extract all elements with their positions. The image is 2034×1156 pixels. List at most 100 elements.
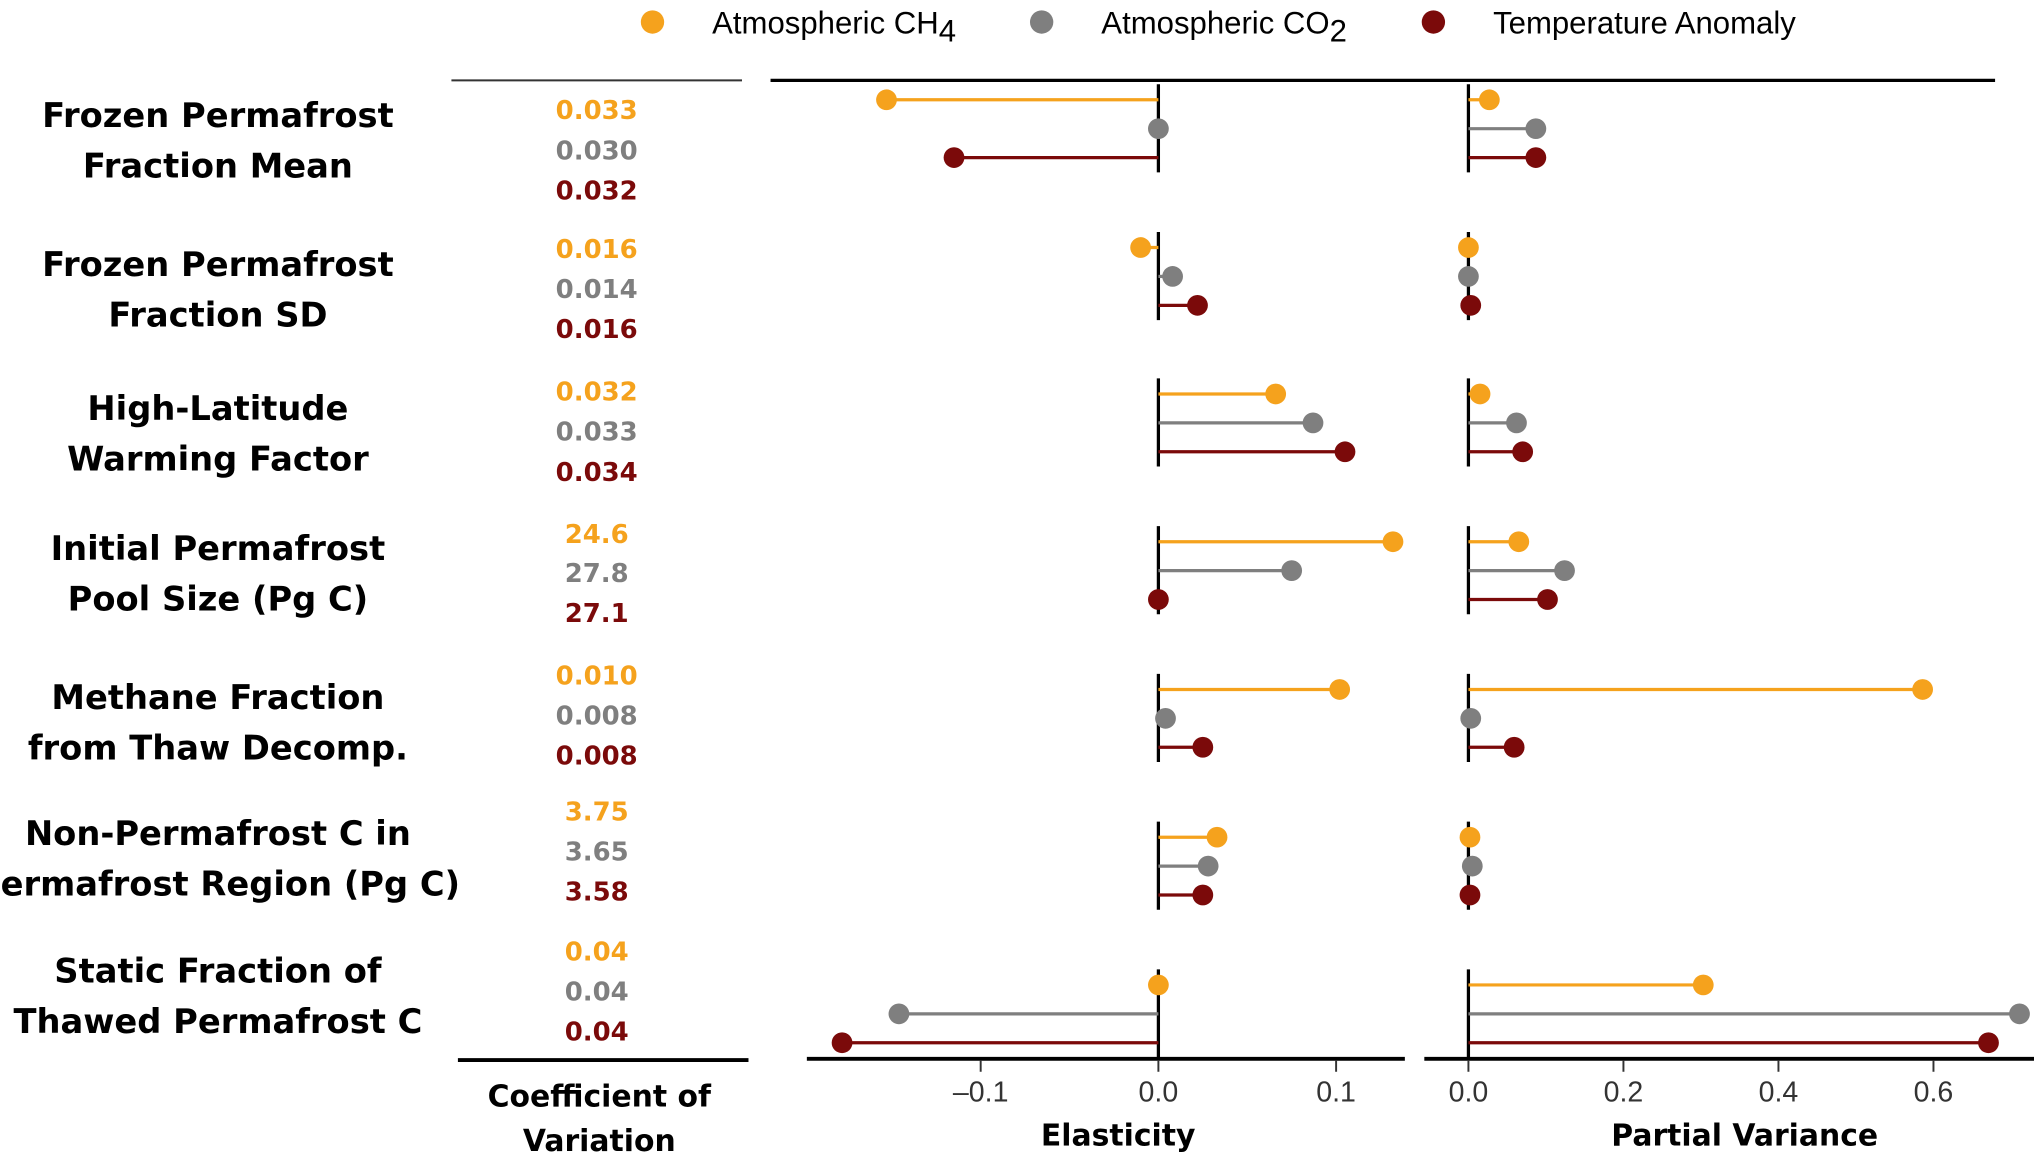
- partial-variance-point-ch4: [1469, 383, 1491, 405]
- cv-value-co2: 0.04: [565, 977, 629, 1007]
- legend-marker-temp: [1421, 10, 1446, 34]
- partial-variance-point-ch4: [1459, 826, 1481, 848]
- parameter-label: Permafrost Region (Pg C): [0, 865, 460, 904]
- partial-variance-point-co2: [1458, 266, 1479, 287]
- elasticity-point-co2: [1162, 266, 1183, 287]
- cv-value-co2: 3.65: [565, 838, 629, 868]
- elasticity-point-co2: [1155, 707, 1176, 729]
- elasticity-point-ch4: [1130, 237, 1152, 258]
- cv-title: Variation: [523, 1124, 676, 1156]
- partial-variance-point-temp: [1459, 884, 1481, 906]
- partial-variance-point-co2: [1506, 412, 1527, 434]
- elasticity-point-temp: [1148, 589, 1169, 610]
- elasticity-point-temp: [831, 1032, 853, 1054]
- cv-value-temp: 0.034: [556, 458, 638, 488]
- cv-value-co2: 0.008: [556, 701, 638, 731]
- legend-label-temp: Temperature Anomaly: [1493, 6, 1796, 41]
- parameter-label: Non-Permafrost C in: [25, 814, 411, 853]
- cv-value-co2: 0.033: [556, 418, 638, 448]
- partial-variance-point-temp: [1537, 589, 1558, 610]
- partial-variance-point-co2: [1461, 855, 1483, 877]
- partial-variance-point-co2: [1525, 118, 1547, 140]
- elasticity-point-ch4: [1206, 826, 1228, 848]
- cv-value-temp: 0.008: [556, 742, 638, 772]
- parameter-label: Initial Permafrost: [51, 529, 386, 568]
- elasticity-point-temp: [1187, 294, 1208, 316]
- legend-label-co2: Atmospheric CO2: [1101, 6, 1347, 49]
- partial-variance-point-ch4: [1692, 974, 1714, 996]
- partial-variance-tick-label: 0.0: [1449, 1077, 1489, 1109]
- elasticity-tick-label: –0.1: [953, 1077, 1009, 1109]
- elasticity-point-co2: [1148, 118, 1169, 140]
- parameter-row: [1148, 526, 1575, 615]
- elasticity-point-ch4: [1329, 679, 1351, 700]
- cv-value-ch4: 0.033: [556, 96, 638, 126]
- elasticity-point-temp: [943, 147, 965, 168]
- cv-value-temp: 27.1: [565, 599, 629, 629]
- legend-marker-co2: [1029, 10, 1054, 34]
- legend-marker-ch4: [640, 10, 665, 34]
- cv-value-ch4: 0.016: [556, 235, 638, 265]
- parameter-row: [1156, 821, 1483, 910]
- parameter-label: Static Fraction of: [54, 951, 382, 990]
- elasticity-point-temp: [1192, 736, 1214, 758]
- partial-variance-point-co2: [1554, 560, 1575, 581]
- partial-variance-point-temp: [1978, 1032, 1999, 1054]
- parameter-label: Warming Factor: [67, 439, 369, 478]
- partial-variance-axis-title: Partial Variance: [1611, 1119, 1878, 1154]
- cv-value-co2: 27.8: [565, 559, 629, 589]
- parameter-label: from Thaw Decomp.: [28, 728, 408, 767]
- partial-variance-point-ch4: [1912, 679, 1933, 700]
- parameter-row: [831, 969, 2030, 1058]
- partial-variance-point-temp: [1460, 294, 1482, 316]
- cv-value-ch4: 3.75: [565, 797, 629, 827]
- parameter-row: [1130, 231, 1482, 321]
- cv-value-temp: 0.032: [556, 177, 638, 207]
- parameter-label: Frozen Permafrost: [42, 245, 394, 284]
- parameter-label: Methane Fraction: [51, 678, 384, 717]
- elasticity-axis-title: Elasticity: [1041, 1119, 1196, 1154]
- elasticity-point-temp: [1192, 884, 1214, 906]
- cv-value-co2: 0.030: [556, 136, 638, 166]
- partial-variance-point-co2: [1460, 707, 1482, 729]
- elasticity-tick-label: 0.1: [1316, 1077, 1356, 1109]
- cv-value-ch4: 0.032: [556, 377, 638, 407]
- partial-variance-point-ch4: [1478, 89, 1500, 111]
- parameter-row: [876, 84, 1547, 173]
- elasticity-point-co2: [888, 1003, 910, 1025]
- partial-variance-tick-label: 0.4: [1759, 1077, 1799, 1109]
- parameter-label: High-Latitude: [87, 389, 348, 428]
- parameter-label: Fraction SD: [108, 296, 327, 335]
- partial-variance-point-temp: [1503, 736, 1525, 758]
- cv-value-temp: 0.016: [556, 315, 638, 345]
- elasticity-point-ch4: [1382, 531, 1404, 553]
- parameter-label: Frozen Permafrost: [42, 96, 394, 135]
- cv-value-temp: 3.58: [565, 878, 629, 908]
- elasticity-tick-label: 0.0: [1139, 1077, 1179, 1109]
- elasticity-point-co2: [1197, 855, 1219, 877]
- legend-label-ch4: Atmospheric CH4: [712, 6, 956, 49]
- cv-value-ch4: 0.04: [565, 937, 629, 967]
- elasticity-point-temp: [1334, 441, 1356, 463]
- partial-variance-point-ch4: [1458, 237, 1479, 258]
- partial-variance-tick-label: 0.6: [1914, 1077, 1954, 1109]
- elasticity-point-co2: [1281, 560, 1303, 581]
- partial-variance-point-co2: [2009, 1003, 2030, 1025]
- parameter-label: Fraction Mean: [83, 147, 353, 186]
- partial-variance-point-ch4: [1508, 531, 1530, 553]
- parameter-row: [1155, 673, 1933, 763]
- partial-variance-tick-label: 0.2: [1604, 1077, 1644, 1109]
- cv-value-ch4: 0.010: [556, 661, 638, 691]
- elasticity-point-ch4: [876, 89, 897, 111]
- partial-variance-point-temp: [1525, 147, 1547, 168]
- cv-value-ch4: 24.6: [565, 520, 629, 550]
- elasticity-point-ch4: [1265, 383, 1287, 405]
- elasticity-point-co2: [1302, 412, 1324, 434]
- cv-title: Coefficient of: [488, 1080, 712, 1115]
- parameter-label: Pool Size (Pg C): [68, 579, 369, 618]
- partial-variance-point-temp: [1512, 441, 1534, 463]
- parameter-row: [1156, 378, 1534, 467]
- cv-value-temp: 0.04: [565, 1018, 629, 1048]
- elasticity-point-ch4: [1148, 974, 1169, 996]
